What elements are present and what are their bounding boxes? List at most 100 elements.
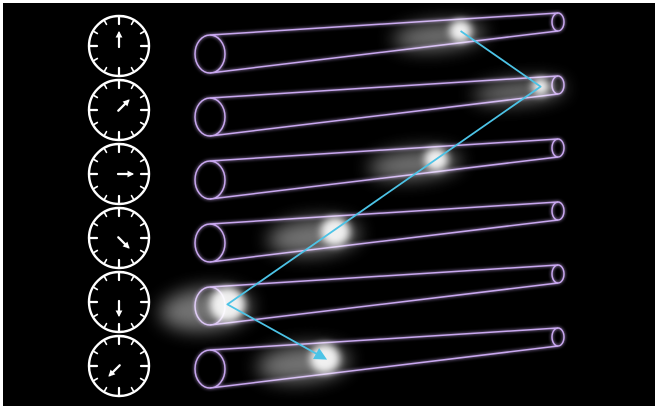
clock-hand-tip bbox=[115, 310, 123, 317]
clock-icon bbox=[87, 206, 151, 270]
clock-tick bbox=[93, 313, 99, 318]
clock-tick bbox=[93, 222, 99, 227]
clock-tick bbox=[130, 340, 135, 346]
tubes-group bbox=[194, 12, 565, 389]
clock-icon bbox=[87, 78, 151, 142]
tube bbox=[194, 12, 565, 74]
tube-bottom-edge bbox=[209, 30, 559, 74]
clock-tick bbox=[93, 249, 99, 254]
tube-open-end bbox=[194, 34, 226, 74]
clock-tick bbox=[130, 130, 135, 136]
clock-tick bbox=[93, 377, 99, 382]
light-pulse bbox=[257, 343, 350, 382]
clock-tick bbox=[93, 286, 99, 291]
tube-bottom-edge bbox=[209, 345, 559, 389]
clock-hand-tip bbox=[127, 170, 134, 178]
clock-icon bbox=[87, 334, 151, 398]
tube-top-edge bbox=[209, 12, 559, 36]
tube-top-edge bbox=[209, 327, 559, 351]
clock-tick bbox=[103, 322, 108, 328]
clock-tick bbox=[103, 340, 108, 346]
tube bbox=[194, 327, 565, 389]
clock-tick bbox=[139, 249, 145, 254]
clock-tick bbox=[139, 350, 145, 355]
tube-bottom-edge bbox=[209, 219, 559, 263]
clock-tick bbox=[103, 258, 108, 264]
clock-tick bbox=[93, 350, 99, 355]
clock-face bbox=[87, 78, 151, 142]
clock-tick bbox=[103, 194, 108, 200]
tube-open-end bbox=[194, 223, 226, 263]
tube-far-end bbox=[551, 201, 565, 221]
tube bbox=[194, 264, 565, 326]
clock-tick bbox=[139, 313, 145, 318]
clock-tick bbox=[130, 322, 135, 328]
clock-tick bbox=[139, 185, 145, 190]
clock-tick bbox=[139, 286, 145, 291]
clock-tick bbox=[130, 386, 135, 392]
tube-far-end bbox=[551, 12, 565, 32]
clock-face bbox=[87, 270, 151, 334]
clock-tick bbox=[103, 66, 108, 72]
tube-top-edge bbox=[209, 75, 559, 99]
tube-top-edge bbox=[209, 138, 559, 162]
clock-tick bbox=[103, 148, 108, 154]
trajectory-arrow bbox=[226, 30, 542, 360]
clock-icon bbox=[87, 14, 151, 78]
clock-hand-tip bbox=[122, 241, 130, 249]
clock-face bbox=[87, 14, 151, 78]
tube-far-end bbox=[551, 264, 565, 284]
clock-tick bbox=[130, 20, 135, 26]
light-pulse bbox=[159, 286, 252, 332]
pulse-trail bbox=[393, 21, 485, 51]
clock-tick bbox=[130, 148, 135, 154]
clocks-group bbox=[87, 14, 151, 398]
clock-tick bbox=[139, 94, 145, 99]
tube-bottom-edge bbox=[209, 156, 559, 200]
clock-tick bbox=[130, 194, 135, 200]
clock-tick bbox=[93, 185, 99, 190]
clock-tick bbox=[93, 57, 99, 62]
clock-hand-tip bbox=[108, 369, 116, 377]
clock-tick bbox=[130, 66, 135, 72]
tube-open-end bbox=[194, 97, 226, 137]
clock-face bbox=[87, 206, 151, 270]
clock-tick bbox=[93, 158, 99, 163]
tube-open-end bbox=[194, 349, 226, 389]
clock-tick bbox=[93, 30, 99, 35]
clock-tick bbox=[103, 20, 108, 26]
clock-tick bbox=[130, 84, 135, 90]
clock-tick bbox=[139, 222, 145, 227]
clock-icon bbox=[87, 270, 151, 334]
tube bbox=[194, 138, 565, 200]
clock-hand-tip bbox=[122, 99, 130, 107]
tube-far-end bbox=[551, 327, 565, 347]
clock-tick bbox=[130, 276, 135, 282]
clock-tick bbox=[139, 121, 145, 126]
clock-tick bbox=[139, 377, 145, 382]
blobs-group bbox=[159, 19, 565, 382]
clock-tick bbox=[130, 212, 135, 218]
clock-icon bbox=[87, 142, 151, 206]
diagram-frame bbox=[3, 3, 655, 406]
light-pulse bbox=[393, 19, 485, 51]
clock-tick bbox=[103, 130, 108, 136]
clock-tick bbox=[139, 57, 145, 62]
tube-bottom-edge bbox=[209, 282, 559, 326]
clock-face bbox=[87, 142, 151, 206]
clock-face bbox=[87, 334, 151, 398]
tube-open-end bbox=[194, 160, 226, 200]
clock-tick bbox=[103, 212, 108, 218]
clock-tick bbox=[103, 84, 108, 90]
clock-hand-tip bbox=[115, 31, 123, 38]
clock-tick bbox=[93, 94, 99, 99]
clock-tick bbox=[130, 258, 135, 264]
clock-tick bbox=[93, 121, 99, 126]
clock-tick bbox=[103, 276, 108, 282]
clock-tick bbox=[139, 30, 145, 35]
clock-tick bbox=[103, 386, 108, 392]
tube-top-edge bbox=[209, 201, 559, 225]
trajectory-group bbox=[226, 30, 542, 360]
